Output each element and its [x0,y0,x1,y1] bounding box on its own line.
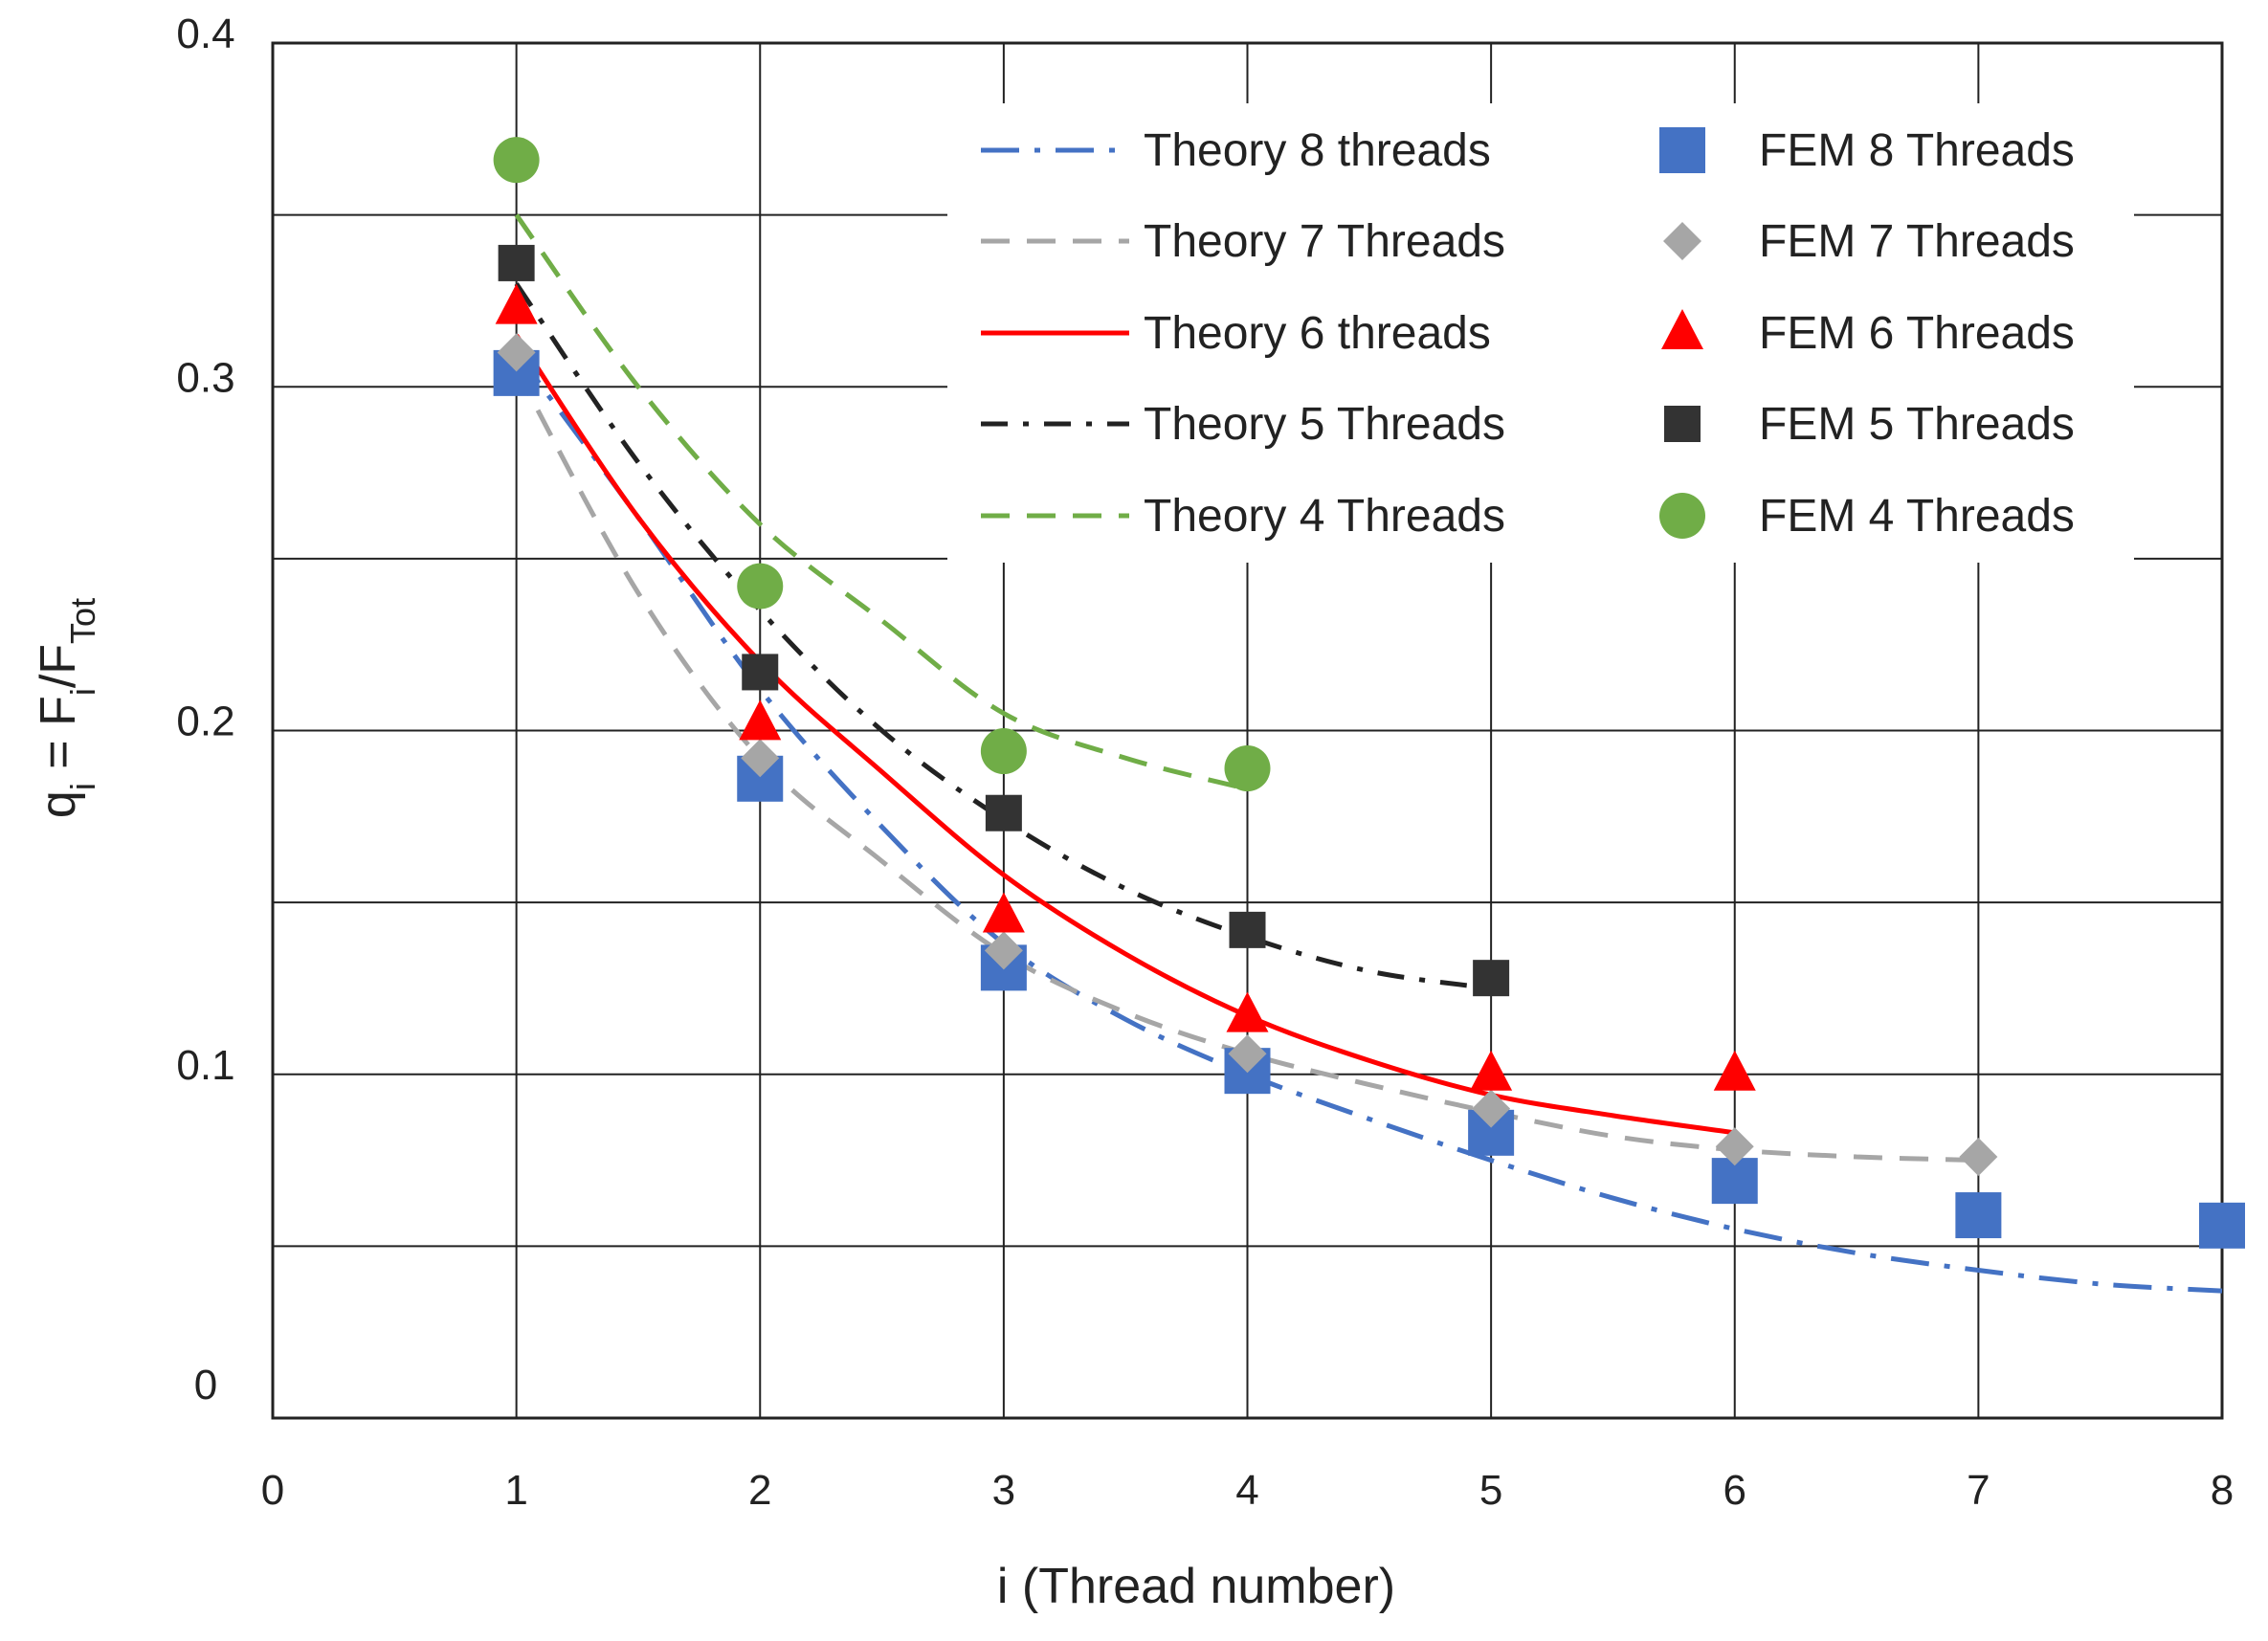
x-tick-labels: 0 1 2 3 4 5 6 7 8 [261,1467,2234,1514]
y-tick-label: 0.3 [176,354,234,401]
legend-label: FEM 8 Threads [1759,125,2075,176]
theory-line-4 [514,213,1249,791]
legend: Theory 8 threads Theory 7 Threads Theory 6… [947,103,2134,563]
legend-marker-1 [1663,222,1701,260]
fem-point-1 [741,739,780,778]
legend-marker-0 [1659,127,1705,173]
fem-point-4 [737,563,784,610]
x-axis-label: i (Thread number) [997,1559,1395,1614]
fem-point-0 [2199,1202,2245,1249]
theory-line-0 [514,350,2223,1294]
fem-point-3 [985,794,1022,832]
legend-label: Theory 4 Threads [1144,491,1505,542]
fem-point-1 [1715,1127,1754,1166]
theory-line-2 [514,333,1736,1136]
y-tick-label: 0 [194,1362,217,1408]
y-tick-label: 0.2 [176,699,234,745]
x-tick-label: 0 [261,1467,284,1514]
fem-point-1 [984,931,1023,970]
fem-point-4 [1224,745,1271,792]
fem-point-2 [495,283,538,324]
x-tick-label: 4 [1235,1467,1258,1514]
theory-line-3 [514,282,1492,991]
y-tick-labels: 0 0.1 0.2 0.3 0.4 [176,11,234,1408]
legend-label: Theory 6 threads [1144,308,1491,359]
legend-label: Theory 5 Threads [1144,399,1505,450]
plot-frame [271,41,2224,1420]
fem-point-2 [1470,1050,1513,1091]
fem-point-4 [493,137,540,184]
fem-point-2 [1226,991,1269,1032]
x-tick-label: 5 [1479,1467,1502,1514]
y-axis-label: qi = Fi/FTot [31,598,102,818]
y-tick-label: 0.1 [176,1042,234,1089]
x-tick-label: 7 [1967,1467,1990,1514]
legend-label: Theory 8 threads [1144,125,1491,176]
fem-point-1 [1228,1034,1267,1074]
fem-point-2 [982,892,1025,933]
x-tick-label: 2 [748,1467,771,1514]
legend-box [947,103,2134,563]
legend-label: FEM 5 Threads [1759,399,2075,450]
x-tick-label: 1 [504,1467,527,1514]
fem-point-2 [739,699,782,741]
fem-markers [493,137,2245,1249]
x-tick-label: 3 [992,1467,1015,1514]
fem-point-4 [980,728,1027,775]
y-tick-label: 0.4 [176,11,234,57]
fem-point-3 [1229,911,1266,948]
fem-point-3 [498,244,535,281]
fem-point-0 [1955,1192,2002,1239]
fem-point-3 [1473,960,1510,997]
fem-point-2 [1713,1050,1756,1091]
legend-label: Theory 7 Threads [1144,216,1505,267]
legend-label: FEM 4 Threads [1759,491,2075,542]
x-tick-label: 8 [2211,1467,2234,1514]
legend-label: FEM 7 Threads [1759,216,2075,267]
fem-point-1 [1959,1137,1998,1176]
legend-marker-4 [1659,493,1705,539]
legend-label: FEM 6 Threads [1759,308,2075,359]
legend-marker-3 [1664,406,1701,442]
x-tick-label: 6 [1723,1467,1746,1514]
fem-point-1 [497,333,536,372]
fem-point-3 [742,654,779,691]
fem-point-1 [1472,1089,1511,1128]
legend-marker-2 [1661,309,1703,349]
